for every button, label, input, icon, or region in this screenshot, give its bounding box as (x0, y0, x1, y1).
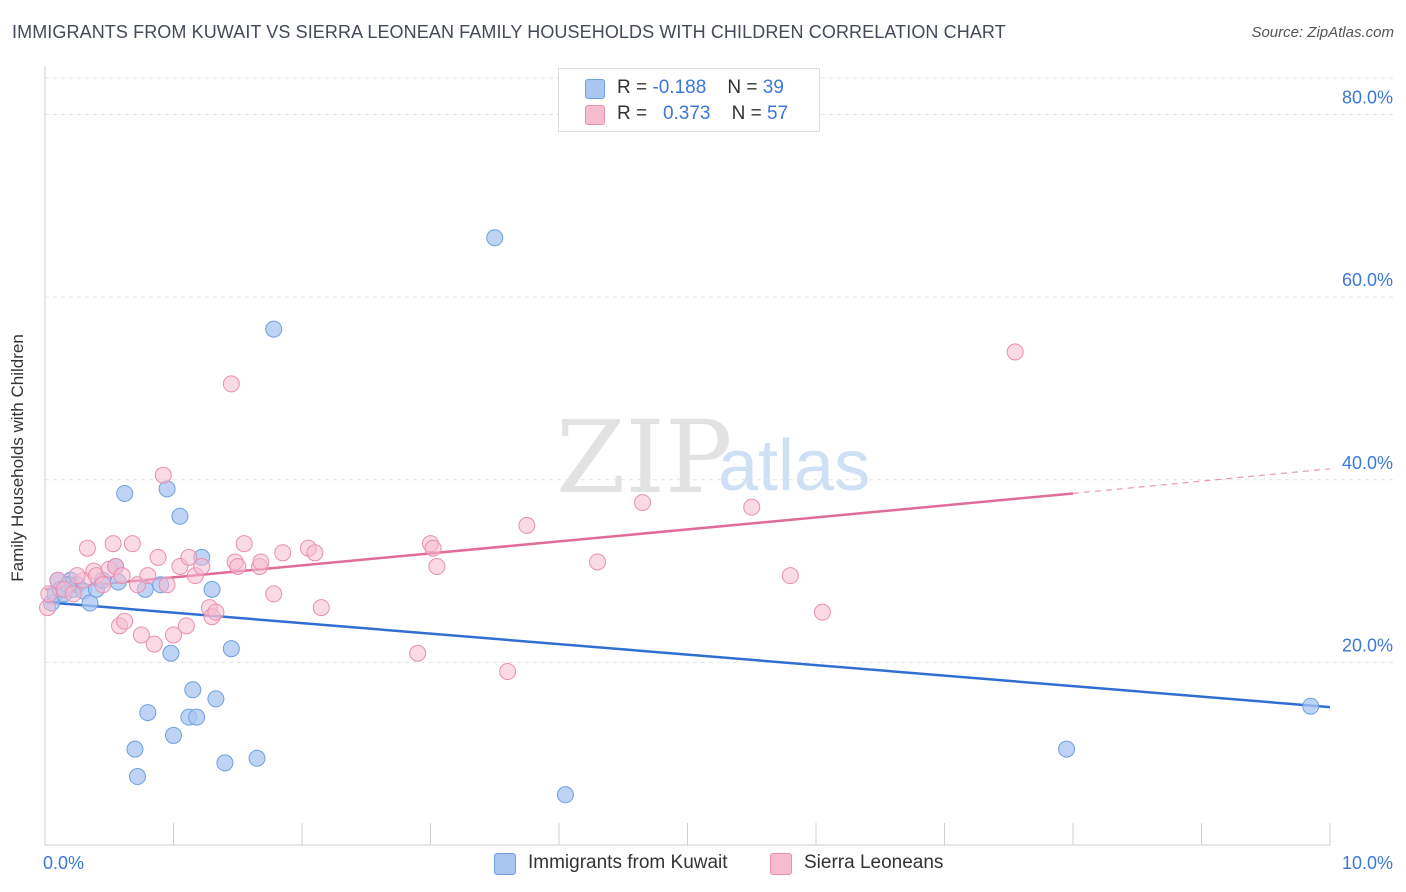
watermark: ZIP atlas (556, 399, 870, 516)
legend-n-value: 57 (767, 103, 789, 124)
point-sierra-leone (252, 553, 270, 571)
trend-lines (44, 468, 1331, 709)
point-kuwait (222, 640, 240, 658)
bottom-legend-label-series2: Sierra Leoneans (804, 852, 944, 873)
point-sierra-leone (158, 576, 176, 594)
axes (44, 66, 1331, 846)
point-sierra-leone (132, 626, 150, 644)
point-sierra-leone (64, 585, 82, 603)
point-sierra-leone (1006, 343, 1024, 361)
legend-n-value: 39 (762, 77, 784, 98)
point-sierra-leone (94, 576, 112, 594)
point-sierra-leone (116, 612, 134, 630)
y-tick-label: 20.0% (1342, 635, 1393, 655)
point-sierra-leone (193, 558, 211, 576)
point-sierra-leone (180, 548, 198, 566)
point-sierra-leone (123, 535, 141, 553)
point-sierra-leone (235, 535, 253, 553)
point-sierra-leone (409, 644, 427, 662)
data-points (39, 229, 1320, 804)
point-kuwait (486, 229, 504, 247)
bottom-legend-swatch-series2 (770, 853, 792, 875)
legend-r-label: R = (617, 77, 648, 98)
point-sierra-leone (781, 567, 799, 585)
point-sierra-leone (104, 535, 122, 553)
point-kuwait (1058, 740, 1076, 758)
point-sierra-leone (306, 544, 324, 562)
point-sierra-leone (518, 516, 536, 534)
point-sierra-leone (274, 544, 292, 562)
trend-line-sierra-leone (44, 492, 1074, 591)
point-sierra-leone (154, 466, 172, 484)
point-sierra-leone (424, 539, 442, 557)
grid-lines (45, 77, 1395, 663)
trend-line-sierra-leone-extension (1072, 468, 1331, 495)
point-kuwait (265, 320, 283, 338)
point-sierra-leone (634, 494, 652, 512)
trend-line-kuwait (44, 600, 1331, 709)
point-kuwait (207, 690, 225, 708)
y-tick-label: 80.0% (1342, 88, 1393, 108)
bottom-legend-label-series1: Immigrants from Kuwait (528, 852, 728, 873)
point-kuwait (116, 484, 134, 502)
point-sierra-leone (113, 567, 131, 585)
point-kuwait (248, 749, 266, 767)
point-kuwait (81, 594, 99, 612)
point-kuwait (1302, 697, 1320, 715)
legend-n-label: N = (731, 103, 762, 124)
chart-title: IMMIGRANTS FROM KUWAIT VS SIERRA LEONEAN… (12, 22, 1006, 42)
point-sierra-leone (207, 603, 225, 621)
legend-swatch-series2 (585, 105, 605, 125)
y-axis-label: Family Households with Children (8, 334, 27, 582)
point-sierra-leone (139, 567, 157, 585)
point-sierra-leone (165, 626, 182, 644)
point-sierra-leone (222, 375, 240, 393)
y-tick-label: 40.0% (1342, 453, 1393, 473)
source-label: Source: ZipAtlas.com (1251, 24, 1394, 41)
legend-n-label: N = (727, 77, 758, 98)
point-sierra-leone (68, 567, 86, 585)
point-sierra-leone (312, 599, 330, 617)
point-kuwait (171, 507, 189, 525)
point-sierra-leone (40, 585, 58, 603)
x-tick-label: 0.0% (43, 853, 84, 873)
tick-labels: 20.0% 40.0% 60.0% 80.0% 0.0% 10.0% (43, 88, 1393, 873)
bottom-legend-swatch-series1 (494, 853, 516, 875)
legend: R = -0.188 N = 39 R = 0.373 N = 57 (558, 68, 820, 132)
point-kuwait (188, 708, 206, 726)
point-kuwait (139, 704, 157, 722)
legend-r-label: R = (617, 103, 648, 124)
point-kuwait (165, 726, 182, 744)
point-sierra-leone (265, 585, 283, 603)
point-sierra-leone (813, 603, 831, 621)
point-kuwait (129, 768, 147, 786)
point-sierra-leone (229, 558, 247, 576)
point-kuwait (184, 681, 202, 699)
x-tick-label: 10.0% (1342, 853, 1393, 873)
point-kuwait (126, 740, 144, 758)
point-sierra-leone (499, 663, 517, 681)
legend-swatch-series1 (585, 79, 605, 99)
point-kuwait (162, 644, 180, 662)
point-kuwait (203, 580, 221, 598)
point-sierra-leone (428, 558, 446, 576)
point-sierra-leone (145, 635, 163, 653)
watermark-atlas: atlas (718, 426, 870, 506)
legend-r-value: 0.373 (662, 103, 711, 124)
point-sierra-leone (78, 539, 96, 557)
point-sierra-leone (149, 548, 167, 566)
y-tick-label: 60.0% (1342, 270, 1393, 290)
point-sierra-leone (743, 498, 761, 516)
point-sierra-leone (177, 617, 195, 635)
point-kuwait (216, 754, 234, 772)
point-kuwait (556, 786, 574, 804)
point-sierra-leone (589, 553, 607, 571)
legend-r-value: -0.188 (652, 77, 707, 98)
